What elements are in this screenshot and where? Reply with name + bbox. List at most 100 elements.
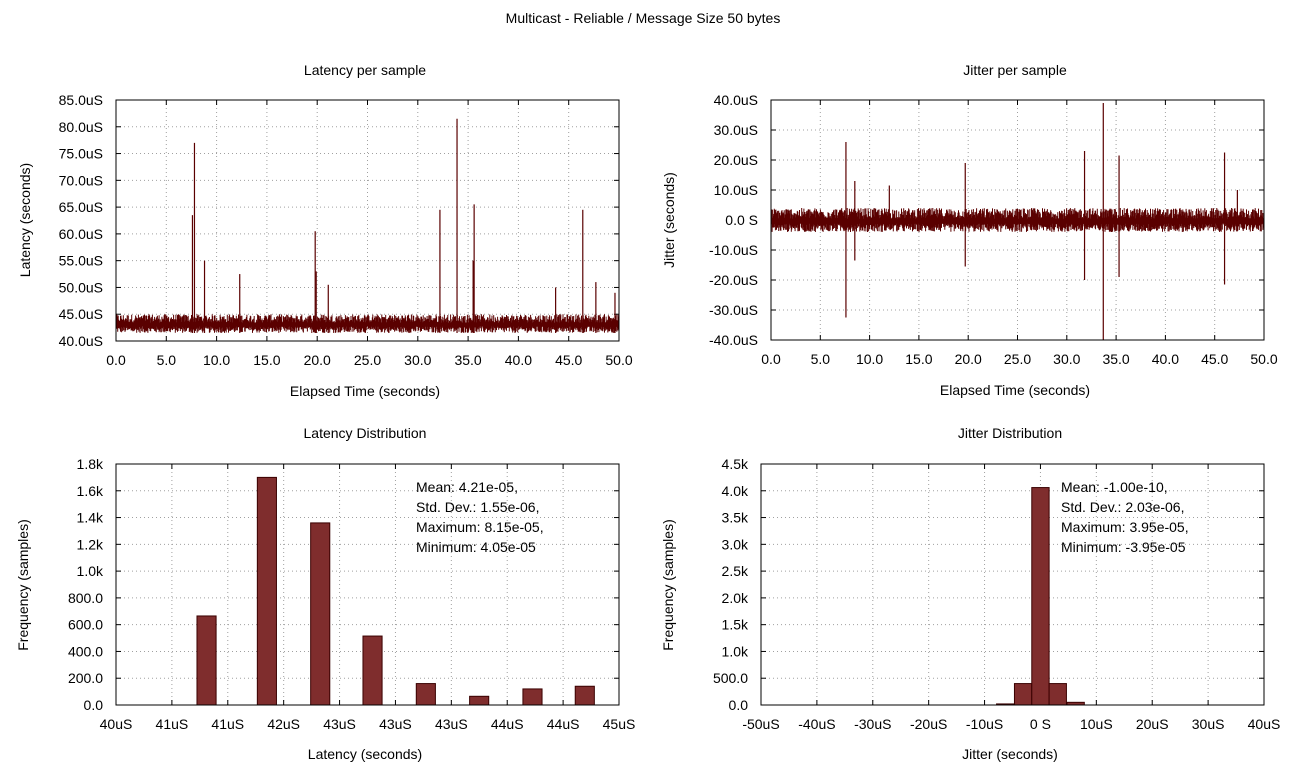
y-tick-label: 800.0 [68,590,103,606]
histogram-bar [522,688,543,706]
y-tick-label: 1.6k [77,483,104,499]
y-tick-label: 85.0uS [59,92,103,108]
x-tick-label: -40uS [798,716,835,732]
stats-annotation-line: Std. Dev.: 2.03e-06, [1061,499,1184,515]
y-tick-label: 50.0uS [59,279,103,295]
series-noise-trace [770,208,1265,232]
y-tick-label: 1.0k [722,643,749,659]
x-tick-label: 40uS [1248,716,1281,732]
x-tick-label: 5.0 [811,351,831,367]
y-tick-label: 600.0 [68,617,103,633]
plot-jitter_sample: Jitter per sample 0.0 5.0 10.0 15.0 20.0 25.0 3… [661,62,1278,398]
x-tick-label: 44uS [547,716,580,732]
x-tick-label: -30uS [854,716,891,732]
histogram-bar [574,685,595,706]
x-tick-label: 45.0 [555,352,582,368]
x-tick-label: 43uS [435,716,468,732]
x-tick-label: 25.0 [1004,351,1031,367]
plot-title: Latency per sample [304,62,426,78]
x-tick-label: 40.0 [505,352,532,368]
y-tick-label: 60.0uS [59,226,103,242]
x-axis-label: Elapsed Time (seconds) [290,383,440,399]
stats-annotation-line: Maximum: 3.95e-05, [1061,519,1189,535]
y-tick-label: -40.0uS [709,332,758,348]
x-tick-label: 10.0 [203,352,230,368]
x-tick-label: -50uS [742,716,779,732]
x-tick-label: 35.0 [1102,351,1129,367]
x-tick-label: 40.0 [1152,351,1179,367]
x-tick-label: 10uS [1080,716,1113,732]
x-tick-label: 0.0 [761,351,781,367]
x-tick-label: 43uS [323,716,356,732]
y-tick-label: 1.8k [77,456,104,472]
histogram-bar [469,695,490,706]
y-tick-label: 1.0k [77,563,104,579]
histogram-bar [256,476,277,706]
page-title: Multicast - Reliable / Message Size 50 b… [506,10,781,26]
y-tick-label: 200.0 [68,670,103,686]
x-tick-label: 15.0 [905,351,932,367]
y-tick-label: 20.0uS [714,152,758,168]
histogram-bar [310,522,331,706]
x-tick-label: 5.0 [157,352,177,368]
y-axis-label: Latency (seconds) [17,163,33,277]
y-tick-label: 0.0 [729,697,749,713]
histogram-bar [196,615,217,706]
y-tick-label: 30.0uS [714,122,758,138]
x-tick-label: 42uS [267,716,300,732]
y-tick-label: 400.0 [68,643,103,659]
x-tick-label: 50.0 [1250,351,1277,367]
y-tick-label: 10.0uS [714,182,758,198]
plot-latency_dist: Latency Distribution 40uS 41uS 41uS 42uS 43uS… [15,425,635,762]
y-axis-label: Frequency (samples) [15,519,31,651]
y-tick-label: 3.5k [722,510,749,526]
y-tick-label: 4.0k [722,483,749,499]
y-tick-label: -30.0uS [709,302,758,318]
y-tick-label: 3.0k [722,536,749,552]
y-axis-label: Jitter (seconds) [661,172,677,268]
y-tick-label: 70.0uS [59,172,103,188]
x-tick-label: 20.0 [955,351,982,367]
x-tick-label: 41uS [211,716,244,732]
x-tick-label: 25.0 [354,352,381,368]
y-tick-label: 80.0uS [59,119,103,135]
y-axis-label: Frequency (samples) [660,519,676,651]
y-tick-label: 1.5k [722,617,749,633]
x-tick-label: 43uS [379,716,412,732]
y-tick-label: 2.5k [722,563,749,579]
histogram-bar [415,683,436,706]
x-tick-label: 30uS [1192,716,1225,732]
y-tick-label: 75.0uS [59,146,103,162]
x-tick-label: 50.0 [605,352,632,368]
histogram-bar [1031,487,1050,706]
y-tick-label: -10.0uS [709,242,758,258]
x-tick-label: 35.0 [454,352,481,368]
y-tick-label: 40.0uS [714,92,758,108]
stats-annotation-line: Mean: -1.00e-10, [1061,479,1168,495]
stats-annotation-line: Minimum: -3.95e-05 [1061,539,1186,555]
x-tick-label: 10.0 [856,351,883,367]
plots-container: Latency per sample 0.0 5.0 10.0 15.0 20.0 25.0… [15,62,1280,762]
stats-annotation-line: Minimum: 4.05e-05 [416,539,536,555]
x-tick-label: 45uS [603,716,636,732]
x-tick-label: 0 S [1030,716,1051,732]
y-tick-label: -20.0uS [709,272,758,288]
y-tick-label: 1.4k [77,510,104,526]
plot-jitter_dist: Jitter Distribution -50uS -40uS -30uS -20uS -… [660,425,1280,762]
histogram-bar [1013,683,1033,706]
y-tick-label: 2.0k [722,590,749,606]
plot-title: Jitter per sample [963,62,1067,78]
y-tick-label: 4.5k [722,456,749,472]
x-tick-label: 45.0 [1201,351,1228,367]
histogram-bar [362,635,383,706]
stats-annotation-line: Mean: 4.21e-05, [416,479,518,495]
y-tick-label: 0.0 [84,697,104,713]
x-tick-label: 30.0 [404,352,431,368]
series-noise-trace [115,314,620,333]
x-axis-label: Elapsed Time (seconds) [940,382,1090,398]
stats-annotation-line: Maximum: 8.15e-05, [416,519,544,535]
plot-frame [770,99,1265,341]
plot-frame [115,99,620,342]
x-tick-label: 15.0 [253,352,280,368]
